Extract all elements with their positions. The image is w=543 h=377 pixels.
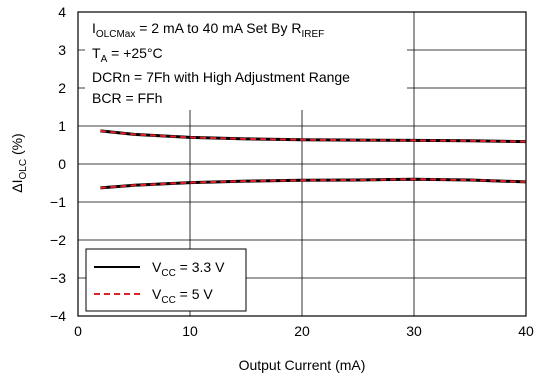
- x-tick-label: 0: [74, 323, 82, 339]
- y-tick-label: −4: [50, 308, 66, 324]
- y-tick-label: −3: [50, 270, 66, 286]
- x-tick-label: 40: [518, 323, 534, 339]
- annotation-box: [85, 12, 407, 110]
- annotation-line-3: DCRn = 7Fh with High Adjustment Range: [92, 69, 350, 85]
- y-tick-label: 4: [58, 4, 66, 20]
- x-tick-label: 10: [182, 323, 198, 339]
- y-tick-label: 3: [58, 42, 66, 58]
- series-line-5v-upper: [100, 129, 527, 143]
- plot-frame: [77, 11, 527, 317]
- annotation-line-1: IOLCMax = 2 mA to 40 mA Set By RIREF: [92, 20, 324, 40]
- x-tick-label: 20: [294, 323, 310, 339]
- y-tick-label: 1: [58, 118, 66, 134]
- series-line-5v-lower: [100, 178, 527, 189]
- x-axis-title: Output Current (mA): [239, 357, 366, 373]
- y-tick-label: −2: [50, 232, 66, 248]
- series-lines: [100, 129, 527, 190]
- annotation-line-4: BCR = FFh: [92, 90, 162, 106]
- y-tick-label: 0: [58, 156, 66, 172]
- y-axis-title: ΔIOLC (%): [9, 133, 29, 192]
- y-tick-label: 2: [58, 80, 66, 96]
- legend-box: [85, 248, 247, 312]
- y-tick-label: −1: [50, 194, 66, 210]
- annotation-line-2: TA = +25°C: [92, 45, 163, 65]
- x-tick-label: 30: [406, 323, 422, 339]
